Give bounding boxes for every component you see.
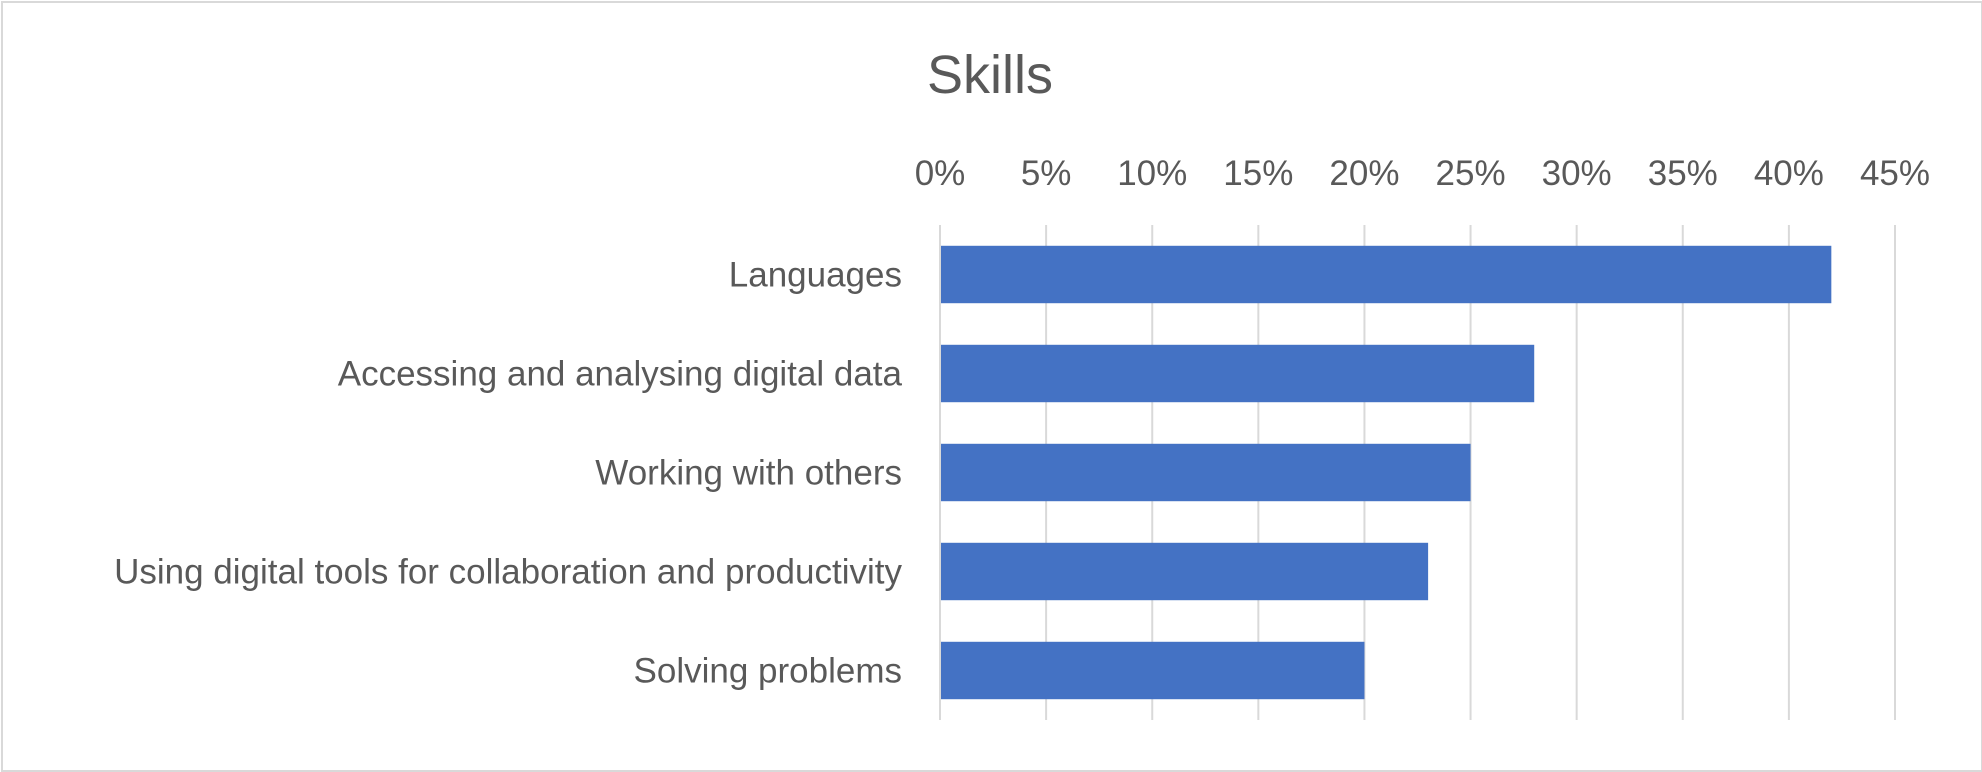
bars bbox=[941, 245, 1832, 700]
chart-title: Skills bbox=[927, 45, 1053, 105]
category-label: Accessing and analysing digital data bbox=[338, 355, 903, 394]
x-tick-label: 30% bbox=[1542, 154, 1612, 193]
category-label: Languages bbox=[729, 256, 902, 295]
x-tick-label: 40% bbox=[1754, 154, 1824, 193]
bar bbox=[941, 641, 1365, 700]
gridlines bbox=[939, 225, 1896, 720]
bar bbox=[941, 245, 1832, 304]
x-tick-label: 20% bbox=[1329, 154, 1399, 193]
bar bbox=[941, 443, 1471, 502]
x-tick-label: 0% bbox=[915, 154, 966, 193]
category-label: Using digital tools for collaboration an… bbox=[114, 553, 902, 592]
x-axis-tick-labels: 0% 5% 10% 15% 20% 25% 30% 35% 40% 45% bbox=[915, 154, 1930, 193]
bar bbox=[941, 542, 1429, 601]
x-tick-label: 15% bbox=[1223, 154, 1293, 193]
x-tick-label: 35% bbox=[1648, 154, 1718, 193]
x-tick-label: 25% bbox=[1436, 154, 1506, 193]
category-label: Working with others bbox=[595, 454, 902, 493]
x-tick-label: 45% bbox=[1860, 154, 1930, 193]
x-tick-label: 5% bbox=[1021, 154, 1072, 193]
x-tick-label: 10% bbox=[1117, 154, 1187, 193]
category-label: Solving problems bbox=[634, 652, 902, 691]
category-labels: Languages Accessing and analysing digital… bbox=[114, 256, 902, 691]
bar bbox=[941, 344, 1535, 403]
